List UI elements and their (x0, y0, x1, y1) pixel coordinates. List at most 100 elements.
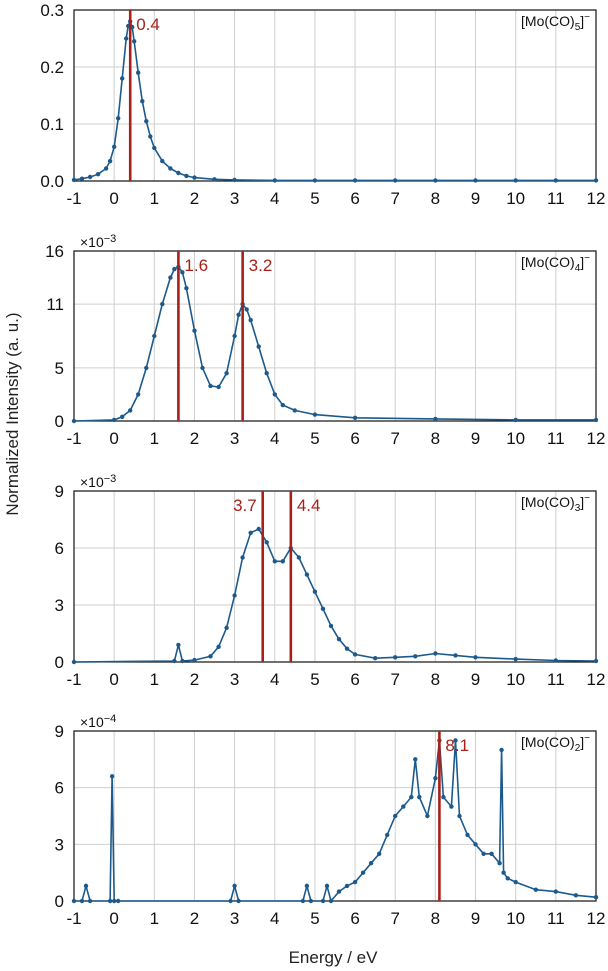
data-point (593, 417, 599, 423)
data-point (272, 392, 277, 397)
data-point (244, 307, 249, 312)
data-point (236, 312, 241, 317)
data-point (352, 415, 358, 420)
data-point (264, 371, 269, 376)
data-point (352, 879, 358, 885)
data-point (373, 656, 378, 661)
y-tick-label: 0 (55, 892, 64, 911)
data-point (107, 898, 113, 904)
data-point (200, 365, 205, 371)
data-point (224, 371, 229, 376)
multiplier-label: ×10−3 (80, 473, 116, 490)
data-point (320, 898, 326, 904)
y-tick-label: 9 (55, 722, 64, 741)
y-tick-label: 16 (45, 242, 64, 261)
x-tick-label: 5 (310, 189, 319, 208)
data-point (328, 623, 334, 629)
data-point (232, 333, 237, 339)
data-point (192, 175, 197, 180)
x-tick-label: 5 (310, 670, 319, 689)
data-point (79, 176, 85, 181)
x-tick-label: 1 (150, 429, 159, 448)
data-point (401, 804, 406, 809)
data-point (160, 158, 165, 164)
multiplier-label: ×10−4 (80, 713, 116, 730)
data-point (184, 286, 189, 291)
data-point (87, 898, 93, 904)
data-point (328, 898, 334, 904)
data-point (393, 655, 398, 660)
x-tick-label: 7 (390, 189, 399, 208)
y-tick-label: 6 (55, 779, 64, 798)
data-point (453, 653, 458, 658)
data-point (172, 658, 177, 664)
x-tick-label: 6 (350, 909, 359, 928)
x-tick-label: 9 (471, 429, 480, 448)
data-point (497, 861, 502, 866)
data-point (312, 589, 318, 594)
y-tick-label: 0.2 (40, 58, 64, 77)
multiplier-label: ×10−3 (80, 233, 116, 250)
data-point (176, 170, 181, 176)
data-point (593, 178, 599, 183)
data-point (501, 870, 506, 875)
x-tick-label: 0 (109, 670, 118, 689)
data-point (112, 144, 117, 149)
data-point (116, 898, 121, 904)
x-tick-label: 11 (547, 909, 565, 928)
data-point (224, 625, 229, 630)
data-point (71, 418, 77, 424)
data-point (116, 116, 121, 121)
y-tick-label: 9 (55, 482, 64, 501)
data-point (120, 76, 125, 81)
peak-marker-label: 3.2 (249, 256, 273, 275)
x-tick-label: 3 (230, 429, 239, 448)
data-point (413, 757, 418, 762)
data-point (553, 178, 558, 183)
x-tick-label: 12 (587, 670, 606, 689)
data-point (95, 172, 101, 177)
plot-frame (73, 250, 597, 422)
series-line (74, 740, 597, 903)
data-point (573, 893, 579, 898)
data-point (172, 266, 177, 272)
x-tick-label: -1 (66, 429, 81, 448)
data-point (368, 861, 374, 866)
data-point (433, 776, 438, 781)
x-tick-label: 2 (190, 189, 199, 208)
x-tick-label: 4 (270, 909, 279, 928)
y-tick-label: 0 (55, 412, 64, 431)
data-point (248, 317, 253, 323)
x-tick-label: 4 (270, 670, 279, 689)
x-tick-label: 6 (350, 189, 359, 208)
data-point (192, 657, 197, 663)
data-point (107, 158, 113, 164)
data-point (152, 333, 157, 339)
data-point (87, 174, 93, 180)
data-point (71, 659, 77, 665)
data-point (499, 747, 504, 753)
x-tick-label: 9 (471, 670, 480, 689)
data-point (168, 275, 173, 280)
x-tick-label: 8 (431, 189, 440, 208)
data-point (272, 178, 277, 183)
data-point (320, 606, 326, 611)
plot-frame (73, 730, 597, 902)
data-point (232, 883, 237, 889)
plot-frame (73, 9, 597, 182)
peak-marker-label: 3.7 (233, 496, 257, 515)
x-tick-label: 10 (506, 429, 525, 448)
y-tick-label: 11 (46, 295, 64, 314)
y-tick-label: 0.1 (40, 115, 64, 134)
data-point (212, 177, 217, 182)
data-point (180, 270, 185, 275)
data-point (304, 572, 310, 577)
data-point (176, 642, 181, 648)
data-point (216, 384, 221, 390)
y-tick-label: 0 (55, 653, 64, 672)
y-tick-label: 0.0 (40, 172, 64, 191)
data-point (449, 804, 454, 809)
data-point (256, 526, 261, 532)
data-point (168, 166, 173, 171)
